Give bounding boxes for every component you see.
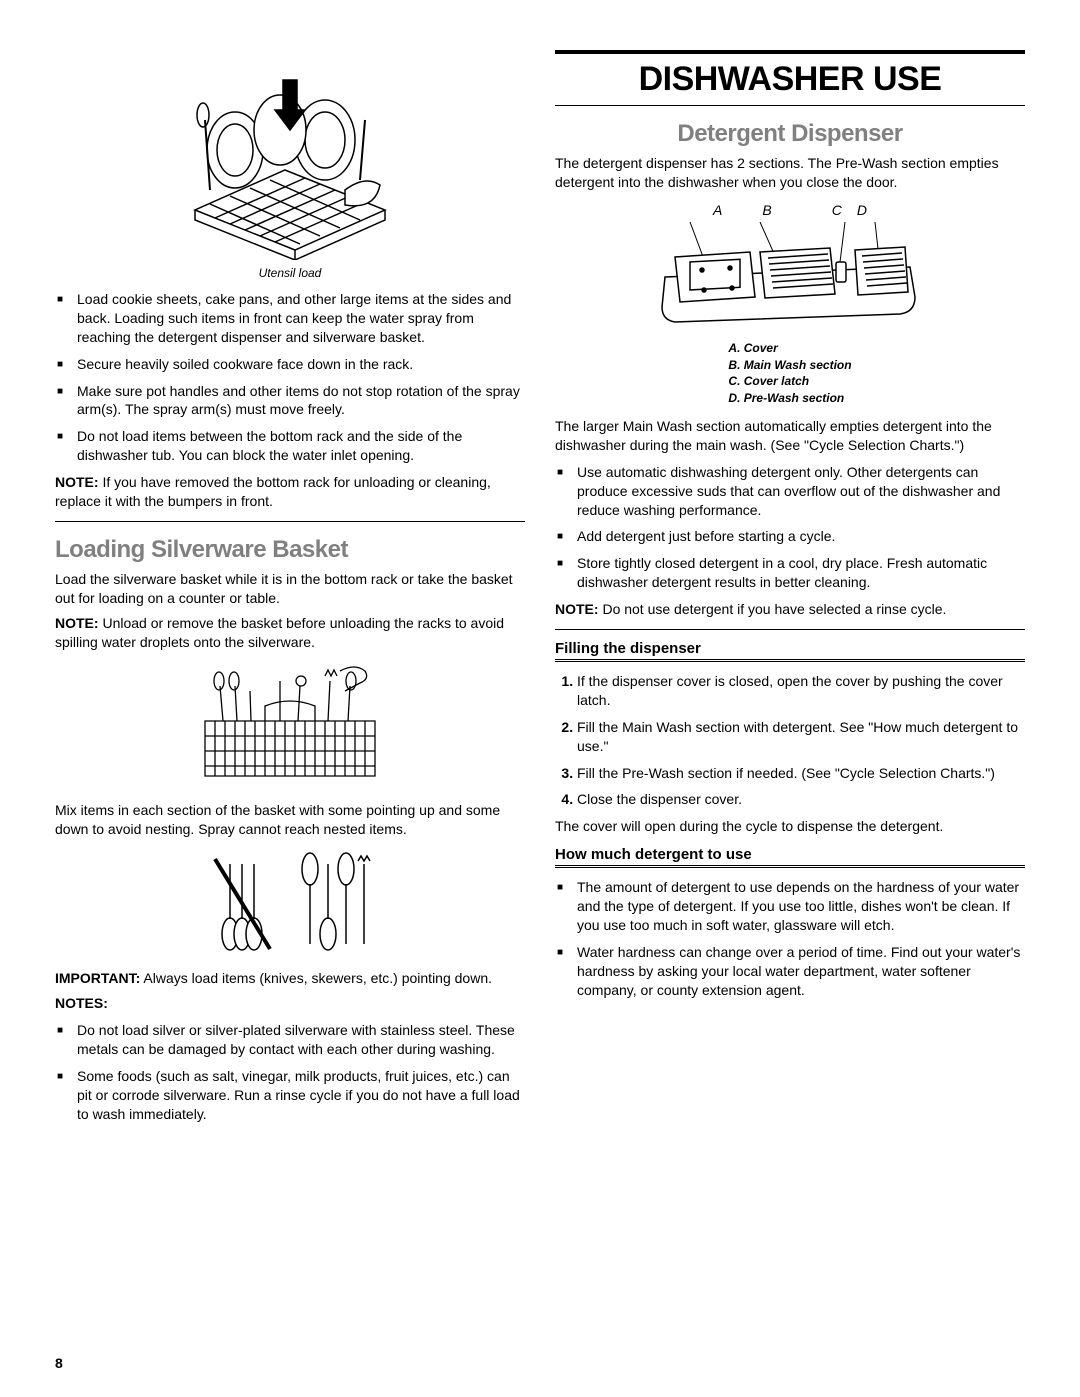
silverware-intro: Load the silverware basket while it is i… [55,570,525,608]
callout-labels: A B C D [555,202,1025,218]
important-text: IMPORTANT: Always load items (knives, sk… [55,969,525,988]
list-item: The amount of detergent to use depends o… [577,878,1025,935]
title-rule-bottom [555,105,1025,106]
notes-label: NOTES: [55,994,525,1013]
list-item: Store tightly closed detergent in a cool… [577,554,1025,592]
list-item: Secure heavily soiled cookware face down… [77,355,525,374]
legend-a: A. Cover [728,340,851,357]
dispenser-legend: A. Cover B. Main Wash section C. Cover l… [728,340,851,407]
list-item: Water hardness can change over a period … [577,943,1025,1000]
list-item: Do not load items between the bottom rac… [77,427,525,465]
how-much-list: The amount of detergent to use depends o… [555,878,1025,999]
page-number: 8 [55,1355,63,1371]
note-bottom-rack: NOTE: If you have removed the bottom rac… [55,473,525,511]
utensil-load-caption: Utensil load [55,266,525,280]
legend-b: B. Main Wash section [728,357,851,374]
list-item: Use automatic dishwashing detergent only… [577,463,1025,520]
dispenser-figure: A B C D [555,202,1025,407]
sub-divider [555,659,1025,662]
divider [555,629,1025,630]
dishrack-diagram [175,60,405,260]
list-item: Some foods (such as salt, vinegar, milk … [77,1067,525,1124]
legend-d: D. Pre-Wash section [728,390,851,407]
dishwasher-use-title: DISHWASHER USE [555,60,1025,99]
list-item: Close the dispenser cover. [577,790,1025,809]
main-wash-text: The larger Main Wash section automatical… [555,417,1025,455]
cover-open-text: The cover will open during the cycle to … [555,817,1025,836]
loading-tips-list: Load cookie sheets, cake pans, and other… [55,290,525,465]
left-column: Utensil load Load cookie sheets, cake pa… [55,50,525,1131]
silverware-note: NOTE: Unload or remove the basket before… [55,614,525,652]
filling-dispenser-heading: Filling the dispenser [555,640,1025,657]
callout-b: B [762,202,771,218]
callout-c: C [832,202,842,218]
list-item: Do not load silver or silver-plated silv… [77,1021,525,1059]
silverware-basket-diagram [175,661,405,791]
list-item: Load cookie sheets, cake pans, and other… [77,290,525,347]
list-item: If the dispenser cover is closed, open t… [577,672,1025,710]
utensil-load-figure: Utensil load [55,60,525,280]
how-much-heading: How much detergent to use [555,846,1025,863]
list-item: Add detergent just before starting a cyc… [577,527,1025,546]
sub-divider [555,865,1025,868]
nested-utensils-figure [55,849,525,959]
title-rule-top [555,50,1025,54]
detergent-dispenser-heading: Detergent Dispenser [555,120,1025,148]
list-item: Fill the Pre-Wash section if needed. (Se… [577,764,1025,783]
right-column: DISHWASHER USE Detergent Dispenser The d… [555,50,1025,1131]
divider [55,521,525,522]
mix-items-text: Mix items in each section of the basket … [55,801,525,839]
list-item: Make sure pot handles and other items do… [77,382,525,420]
silverware-heading: Loading Silverware Basket [55,536,525,564]
detergent-tips-list: Use automatic dishwashing detergent only… [555,463,1025,592]
rinse-cycle-note: NOTE: Do not use detergent if you have s… [555,600,1025,619]
callout-a: A [713,202,722,218]
dispenser-intro: The detergent dispenser has 2 sections. … [555,154,1025,192]
silverware-notes-list: Do not load silver or silver-plated silv… [55,1021,525,1123]
filling-steps-list: If the dispenser cover is closed, open t… [555,672,1025,809]
callout-d: D [857,202,867,218]
nested-utensils-diagram [200,849,380,959]
dispenser-diagram [650,222,930,332]
silverware-basket-figure [55,661,525,791]
list-item: Fill the Main Wash section with detergen… [577,718,1025,756]
legend-c: C. Cover latch [728,373,851,390]
